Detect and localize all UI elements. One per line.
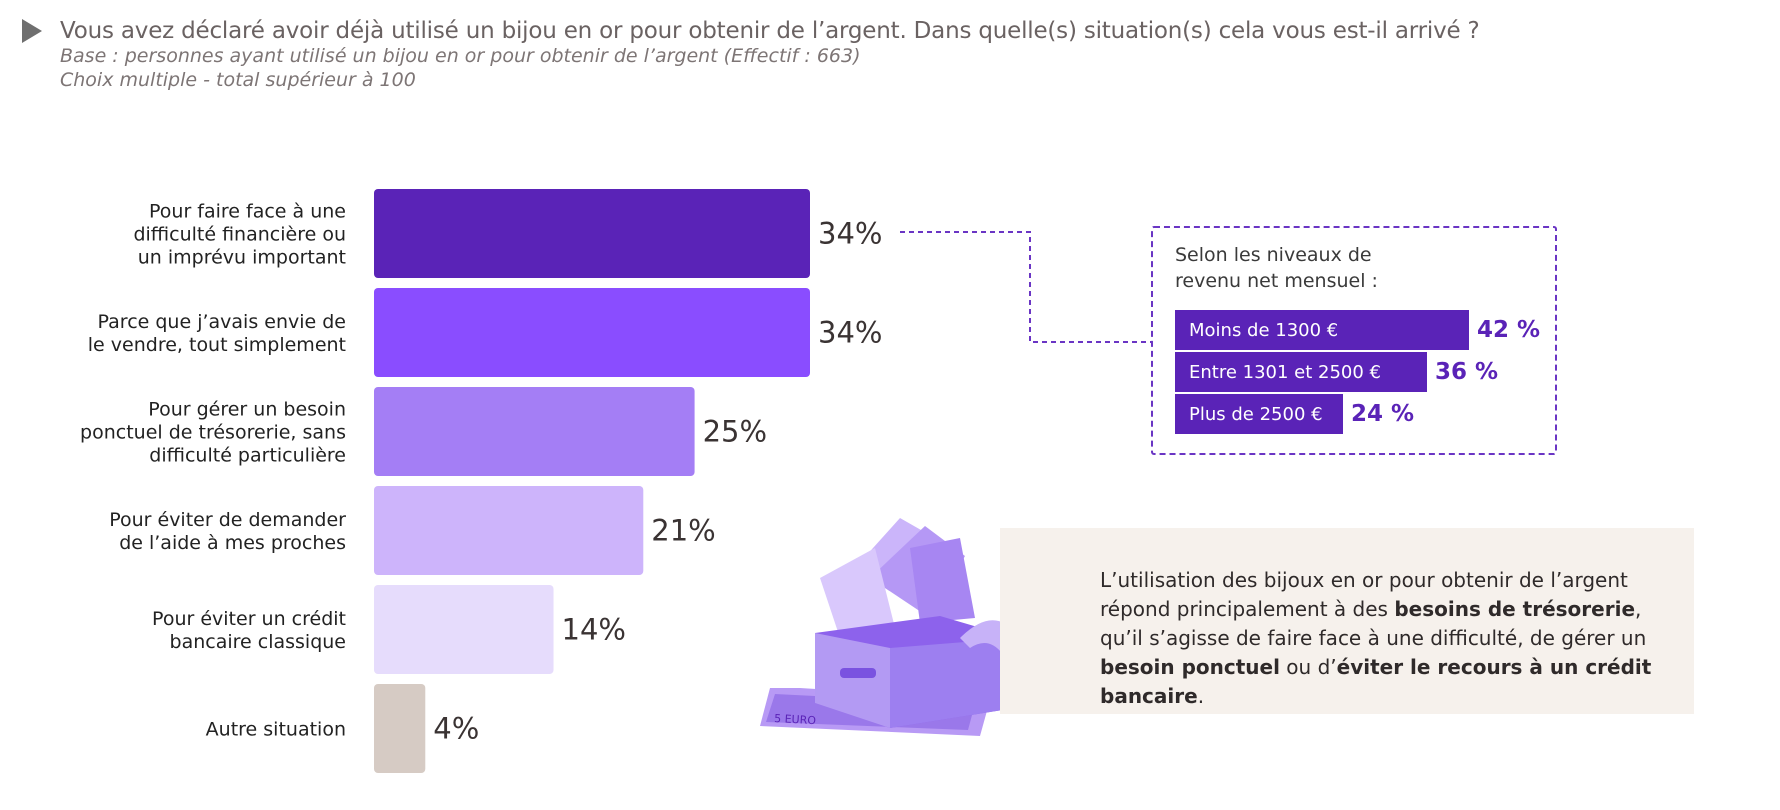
value-label-2: 34% — [818, 316, 882, 350]
note-box: L’utilisation des bijoux en or pour obte… — [1000, 528, 1694, 714]
header: Vous avez déclaré avoir déjà utilisé un … — [22, 18, 1762, 92]
note-text-4: . — [1197, 684, 1205, 708]
value-label-4: 21% — [651, 514, 715, 548]
income-row-2: Entre 1301 et 2500 € 36 % — [1175, 352, 1498, 392]
note-text: L’utilisation des bijoux en or pour obte… — [1100, 566, 1660, 711]
category-label-1: Pour faire face à une difficulté financiè… — [133, 201, 346, 269]
income-bar-1: Moins de 1300 € — [1175, 310, 1469, 350]
note-text-2: , qu’il s’agisse de faire face à une dif… — [1100, 597, 1647, 650]
bar-4 — [374, 486, 644, 575]
bar-6 — [374, 684, 426, 773]
bar-1 — [374, 189, 810, 278]
income-bar-2: Entre 1301 et 2500 € — [1175, 352, 1427, 392]
category-label-5: Pour éviter un crédit bancaire classique — [152, 608, 346, 653]
category-label-4: Pour éviter de demander de l’aide à mes p… — [109, 509, 346, 554]
bar-2 — [374, 288, 810, 377]
note-bold-2: besoin ponctuel — [1100, 655, 1280, 679]
income-bar-3: Plus de 2500 € — [1175, 394, 1343, 434]
multiple-choice-note: Choix multiple - total supérieur à 100 — [60, 69, 416, 91]
triangle-bullet-icon — [22, 19, 42, 43]
income-row-3: Plus de 2500 € 24 % — [1175, 394, 1414, 434]
value-label-3: 25% — [703, 415, 767, 449]
value-label-1: 34% — [818, 217, 882, 251]
note-text-3: ou d’ — [1279, 655, 1337, 679]
title-row: Vous avez déclaré avoir déjà utilisé un … — [22, 18, 1762, 44]
base-note: Base : personnes ayant utilisé un bijou … — [60, 45, 861, 67]
bar-5 — [374, 585, 554, 674]
category-label-6: Autre situation — [206, 719, 346, 741]
value-label-5: 14% — [562, 613, 626, 647]
note-text-1: L’utilisation des bijoux en or pour obte… — [1100, 568, 1628, 621]
value-label-6: 4% — [433, 712, 479, 746]
connector-line — [900, 231, 1151, 343]
category-label-2: Parce que j’avais envie de le vendre, tou… — [88, 311, 346, 356]
note-bold-3: éviter le recours à un crédit bancaire — [1100, 655, 1652, 708]
bar-3 — [374, 387, 695, 476]
income-row-1: Moins de 1300 € 42 % — [1175, 310, 1540, 350]
income-box-title: Selon les niveaux de revenu net mensuel … — [1175, 244, 1378, 292]
income-value-2: 36 % — [1435, 359, 1499, 385]
note-bold-1: besoins de trésorerie — [1394, 597, 1636, 621]
banknote-text: 5 EURO — [774, 712, 817, 727]
category-label-3: Pour gérer un besoin ponctuel de trésorer… — [80, 399, 346, 467]
income-value-1: 42 % — [1477, 317, 1541, 343]
income-value-3: 24 % — [1351, 401, 1415, 427]
income-box: Selon les niveaux de revenu net mensuel … — [1151, 226, 1557, 455]
chart-title: Vous avez déclaré avoir déjà utilisé un … — [60, 18, 1480, 44]
